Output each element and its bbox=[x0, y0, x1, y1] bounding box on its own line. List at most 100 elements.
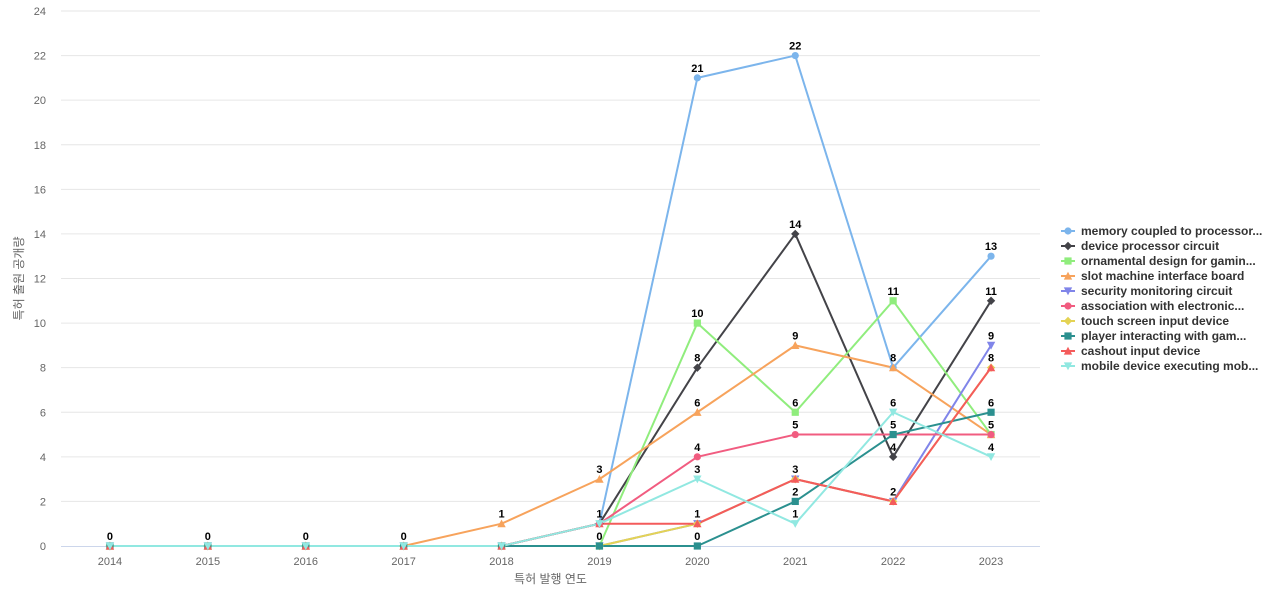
legend-label: cashout input device bbox=[1081, 344, 1201, 358]
data-label: 9 bbox=[988, 330, 994, 342]
series-line bbox=[108, 54, 993, 547]
legend-label: device processor circuit bbox=[1081, 239, 1219, 253]
x-tick-label: 2018 bbox=[489, 556, 513, 568]
data-point bbox=[399, 542, 408, 551]
legend-label: touch screen input device bbox=[1081, 314, 1229, 328]
data-label: 5 bbox=[988, 420, 994, 432]
legend-symbol bbox=[1063, 362, 1073, 371]
x-tick-label: 2023 bbox=[979, 556, 1003, 568]
data-label: 4 bbox=[694, 442, 701, 454]
data-label: 13 bbox=[985, 241, 997, 253]
legend-item[interactable]: mobile device executing mob... bbox=[1061, 359, 1258, 373]
legend-item[interactable]: slot machine interface board bbox=[1061, 269, 1244, 283]
legend-label: security monitoring circuit bbox=[1081, 284, 1232, 298]
data-point bbox=[986, 363, 996, 372]
data-point bbox=[693, 408, 702, 416]
data-point bbox=[791, 341, 800, 349]
y-tick-label: 18 bbox=[34, 140, 46, 152]
data-point bbox=[693, 475, 702, 484]
data-point bbox=[595, 542, 604, 550]
legend-symbol bbox=[1063, 241, 1073, 251]
data-label: 8 bbox=[890, 353, 896, 365]
data-label: 10 bbox=[691, 308, 703, 320]
data-label: 1 bbox=[792, 509, 798, 521]
y-tick-label: 20 bbox=[34, 95, 46, 107]
data-label: 11 bbox=[887, 286, 899, 298]
legend-symbol bbox=[1064, 332, 1072, 340]
x-tick-label: 2022 bbox=[881, 556, 905, 568]
data-label: 1 bbox=[498, 509, 504, 521]
x-tick-label: 2021 bbox=[783, 556, 807, 568]
data-label: 9 bbox=[792, 330, 798, 342]
y-tick-label: 22 bbox=[34, 51, 46, 63]
legend-item[interactable]: security monitoring circuit bbox=[1061, 284, 1232, 298]
data-label: 5 bbox=[890, 420, 896, 432]
data-label: 6 bbox=[694, 397, 700, 409]
data-label: 3 bbox=[792, 464, 798, 476]
data-point bbox=[986, 296, 996, 305]
data-label: 3 bbox=[596, 464, 602, 476]
x-axis-tick-labels: 2014 2015 2016 2017 2018 2019 2020 2021 2022 2023 bbox=[98, 556, 1004, 568]
series-line bbox=[108, 344, 993, 547]
data-point bbox=[693, 319, 701, 327]
legend-item[interactable]: memory coupled to processor... bbox=[1061, 224, 1262, 238]
data-point bbox=[693, 519, 702, 528]
legend-item[interactable]: ornamental design for gamin... bbox=[1061, 254, 1256, 268]
data-label: 0 bbox=[694, 531, 700, 543]
data-point bbox=[791, 430, 799, 439]
legend-symbol bbox=[1064, 257, 1072, 265]
y-tick-label: 6 bbox=[40, 407, 46, 419]
data-point bbox=[986, 341, 996, 350]
data-point bbox=[888, 497, 898, 506]
legend-item[interactable]: touch screen input device bbox=[1061, 314, 1229, 328]
data-label: 11 bbox=[985, 286, 997, 298]
series-lines bbox=[108, 54, 993, 547]
y-tick-label: 10 bbox=[34, 318, 46, 330]
data-label: 0 bbox=[401, 531, 407, 543]
data-label: 2 bbox=[890, 486, 896, 498]
series-markers bbox=[105, 51, 996, 551]
data-point bbox=[987, 430, 995, 439]
series-line bbox=[108, 411, 993, 547]
data-point bbox=[888, 452, 898, 462]
data-point bbox=[791, 51, 799, 60]
data-label: 14 bbox=[789, 219, 802, 231]
series-line bbox=[108, 344, 993, 547]
legend-label: memory coupled to processor... bbox=[1081, 224, 1262, 238]
data-point bbox=[791, 474, 800, 483]
data-point bbox=[595, 520, 604, 528]
data-point bbox=[889, 430, 897, 439]
data-label: 5 bbox=[792, 420, 798, 432]
data-label: 8 bbox=[988, 353, 994, 365]
data-point bbox=[791, 229, 800, 239]
legend-symbol bbox=[1063, 271, 1073, 280]
data-point bbox=[791, 408, 799, 416]
x-tick-label: 2014 bbox=[98, 556, 122, 568]
data-point bbox=[987, 252, 995, 260]
data-label: 6 bbox=[890, 397, 896, 409]
legend-item[interactable]: player interacting with gam... bbox=[1061, 329, 1246, 343]
y-tick-label: 0 bbox=[40, 541, 46, 553]
data-label: 1 bbox=[596, 509, 602, 521]
data-point bbox=[693, 74, 701, 82]
data-label: 3 bbox=[694, 464, 700, 476]
data-point bbox=[595, 474, 604, 483]
legend-item[interactable]: cashout input device bbox=[1061, 344, 1201, 358]
legend-symbol bbox=[1063, 346, 1073, 355]
data-label: 0 bbox=[205, 531, 211, 543]
y-axis-title: 특허 출원 공개량 bbox=[12, 237, 26, 321]
data-point bbox=[986, 453, 996, 462]
legend-item[interactable]: association with electronic... bbox=[1061, 299, 1244, 313]
data-label: 6 bbox=[792, 397, 798, 409]
legend-item[interactable]: device processor circuit bbox=[1061, 239, 1219, 253]
y-tick-label: 14 bbox=[34, 229, 46, 241]
legend-symbol bbox=[1063, 287, 1073, 296]
data-point bbox=[888, 408, 898, 417]
y-tick-label: 8 bbox=[40, 363, 46, 375]
y-tick-label: 16 bbox=[34, 184, 46, 196]
data-label: 4 bbox=[890, 442, 897, 454]
data-label: 0 bbox=[107, 531, 113, 543]
legend-label: slot machine interface board bbox=[1081, 269, 1244, 283]
